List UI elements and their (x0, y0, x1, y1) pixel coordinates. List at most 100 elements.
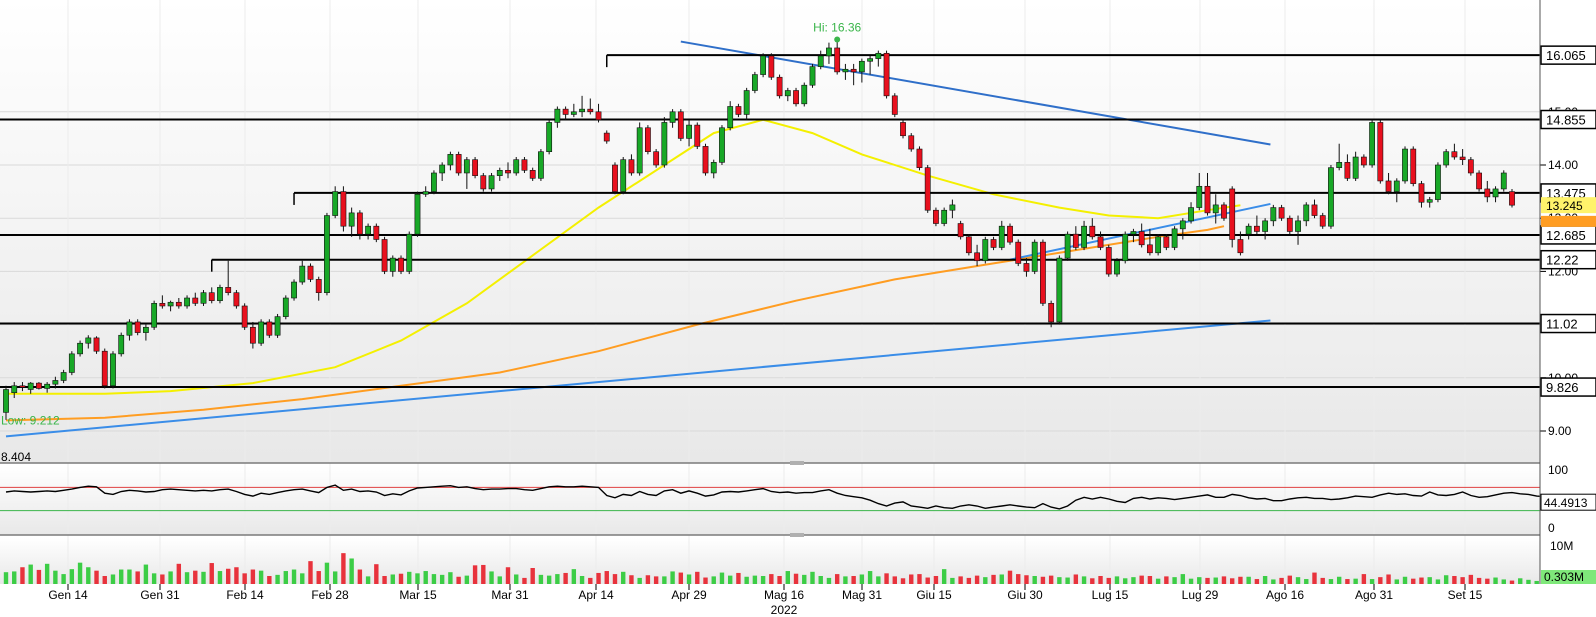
candle-body-down (834, 47, 841, 73)
volume-bar (1048, 575, 1054, 584)
candle (1179, 218, 1186, 240)
candle-body-up (77, 342, 83, 355)
volume-bar (300, 573, 305, 584)
volume-bar (110, 574, 116, 584)
candle (1377, 119, 1384, 184)
candle-body-up (760, 55, 767, 75)
candle (1056, 255, 1063, 325)
candle-body-up (1295, 220, 1301, 232)
candle-body-down (340, 191, 347, 227)
candle (949, 199, 956, 219)
volume-bar (225, 568, 231, 584)
volume-bar (983, 577, 988, 584)
ma200-marker (1541, 215, 1596, 227)
candle (1204, 172, 1211, 216)
volume-bar (1353, 578, 1358, 584)
candle-body-up (1155, 236, 1162, 254)
candle-body-up (1369, 122, 1375, 166)
candle (661, 117, 668, 168)
candle-body-up (1336, 162, 1343, 168)
candle-body-down (1147, 244, 1153, 254)
candle-body-down (1253, 225, 1260, 232)
candle-body-up (867, 58, 873, 62)
candle (488, 172, 495, 192)
candle-body-down (315, 279, 322, 293)
candle (801, 82, 808, 107)
last-value-label: 13.245 (1546, 199, 1583, 213)
candle-body-down (677, 111, 684, 139)
candle-body-up (809, 66, 816, 86)
volume-bar (760, 576, 766, 584)
volume-bar (1394, 579, 1399, 584)
candle-body-up (661, 122, 668, 166)
candle (1451, 143, 1458, 160)
volume-bar (1238, 576, 1243, 584)
candle-body-down (916, 148, 923, 168)
volume-bar (596, 572, 601, 584)
rsi-panel-resize-handle[interactable] (790, 533, 804, 537)
candle (439, 162, 446, 181)
candle-body-down (505, 170, 511, 174)
candle-body-down (1040, 241, 1046, 304)
volume-bar (1147, 576, 1153, 584)
volume-bar (505, 567, 511, 584)
volume-bar (1443, 575, 1449, 584)
candle (645, 125, 651, 155)
candle-body-down (373, 225, 380, 240)
candle-body-up (1064, 233, 1071, 259)
candle-body-down (1023, 263, 1030, 272)
candle-body-up (1245, 225, 1252, 235)
volume-bar (777, 576, 782, 584)
candle-body-down (990, 239, 997, 248)
volume-bar (810, 571, 815, 584)
candle-body-down (900, 122, 906, 137)
volume-bar (168, 571, 173, 584)
x-tick-label: Feb 28 (311, 588, 349, 602)
candle-body-down (1221, 204, 1227, 219)
candle (776, 74, 783, 99)
volume-bar (555, 574, 560, 584)
volume-bar (135, 571, 140, 584)
candle-body-down (694, 124, 701, 147)
candle (68, 351, 75, 376)
candle-body-up (332, 191, 339, 216)
candle-body-up (422, 191, 429, 195)
volume-bar (1386, 574, 1391, 584)
candle (225, 260, 232, 296)
candle (1443, 149, 1450, 168)
candle (1253, 215, 1260, 235)
candle (867, 55, 873, 75)
candle-body-up (1402, 148, 1408, 182)
x-tick-label: Lug 15 (1092, 588, 1129, 602)
volume-bar (629, 575, 634, 584)
x-tick-label: Apr 14 (578, 588, 614, 602)
volume-bar (538, 574, 544, 584)
x-tick-label: Lug 29 (1182, 588, 1219, 602)
volume-bar (1032, 576, 1037, 584)
candle-body-up (875, 52, 882, 59)
volume-bar (950, 577, 955, 584)
candle (463, 157, 470, 189)
candle (101, 348, 108, 389)
volume-bar (1435, 579, 1441, 584)
main-panel-resize-handle[interactable] (790, 461, 804, 465)
candle-body-up (817, 55, 824, 67)
candle-body-down (233, 292, 240, 307)
candle (554, 106, 561, 128)
candle-body-down (924, 167, 931, 211)
volume-bar (77, 562, 83, 584)
candle-body-up (110, 353, 116, 387)
candle (735, 103, 742, 118)
volume-bar (1155, 578, 1161, 584)
candle (1237, 231, 1244, 256)
candle (1229, 186, 1236, 248)
volume-bar (637, 577, 642, 584)
candle-body-down (595, 111, 602, 121)
volume-bar (242, 573, 247, 584)
candle-body-up (1270, 207, 1277, 222)
candle (562, 106, 569, 120)
candle-body-down (381, 239, 388, 272)
candle (924, 165, 931, 213)
volume-bar (1485, 578, 1490, 584)
volume-bar (769, 574, 774, 584)
